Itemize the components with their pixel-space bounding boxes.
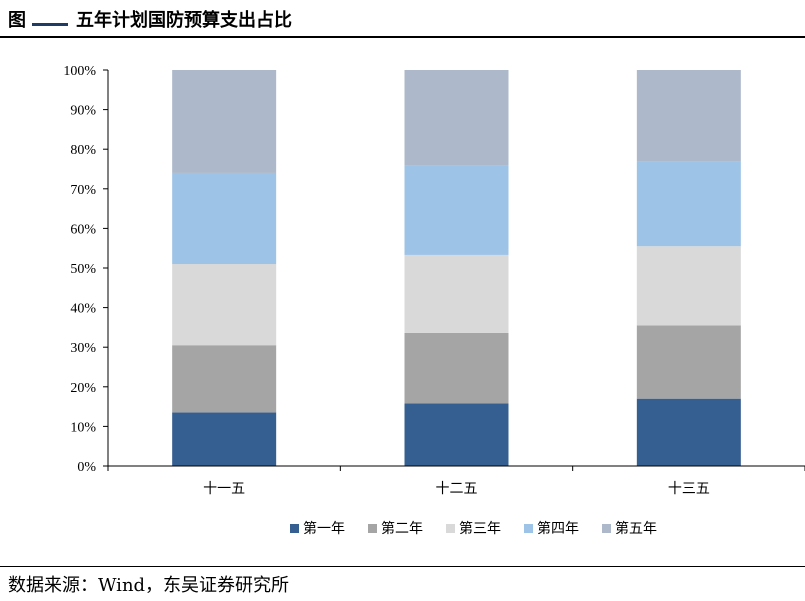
x-axis: 十一五 十二五 十三五	[107, 465, 805, 497]
bar-segment	[404, 165, 509, 255]
y-tick-label: 40%	[70, 302, 96, 317]
top-rule	[0, 36, 805, 38]
y-tick-label: 10%	[70, 420, 96, 435]
y-tick-label: 70%	[70, 183, 96, 198]
y-tick-label: 0%	[77, 460, 96, 475]
x-category-label: 十三五	[668, 481, 710, 497]
y-tick-label: 60%	[70, 222, 96, 237]
bar-segment	[172, 172, 277, 265]
bar-segment	[172, 345, 277, 413]
y-tick-label: 20%	[70, 381, 96, 396]
legend-label: 第五年	[615, 520, 657, 537]
legend-label: 第三年	[459, 520, 501, 537]
stacked-bar-chart: 0% 10% 20% 30% 40% 50% 60% 70% 80% 90% 100% 十一五 十二五…	[63, 64, 805, 537]
figure-label: 图	[8, 10, 26, 31]
bar-segment	[172, 412, 277, 466]
y-tick-label: 50%	[70, 262, 96, 277]
y-tick-label: 30%	[70, 341, 96, 356]
bar-segment	[636, 325, 741, 399]
bar-segment	[636, 70, 741, 162]
bars-group	[172, 70, 741, 466]
bar-segment	[636, 398, 741, 466]
bottom-rule	[0, 566, 805, 567]
figure-title-row: 图 五年计划国防预算支出占比	[8, 4, 292, 34]
bar-segment	[172, 70, 277, 173]
x-category-label: 十一五	[203, 481, 245, 497]
y-tick-label: 90%	[70, 104, 96, 119]
legend-swatch	[446, 524, 455, 533]
bar-segment	[404, 332, 509, 404]
legend-swatch	[290, 524, 299, 533]
x-category-label: 十二五	[436, 481, 478, 497]
legend-label: 第一年	[303, 520, 345, 537]
legend-label: 第四年	[537, 520, 579, 537]
y-axis: 0% 10% 20% 30% 40% 50% 60% 70% 80% 90% 100%	[63, 64, 109, 475]
y-tick-label: 80%	[70, 143, 96, 158]
legend: 第一年 第二年 第三年 第四年 第五年	[290, 520, 657, 537]
source-note: 数据来源：Wind，东吴证券研究所	[8, 575, 290, 596]
bar-segment	[404, 254, 509, 333]
bar-segment	[636, 246, 741, 326]
chart-title: 五年计划国防预算支出占比	[76, 10, 292, 31]
figure-dash	[32, 22, 68, 26]
bar-segment	[636, 161, 741, 247]
legend-label: 第二年	[381, 520, 423, 537]
legend-swatch	[368, 524, 377, 533]
bar-segment	[172, 264, 277, 346]
legend-swatch	[602, 524, 611, 533]
legend-swatch	[524, 524, 533, 533]
bar-segment	[404, 70, 509, 166]
y-tick-label: 100%	[63, 64, 96, 79]
bar-segment	[404, 403, 509, 466]
